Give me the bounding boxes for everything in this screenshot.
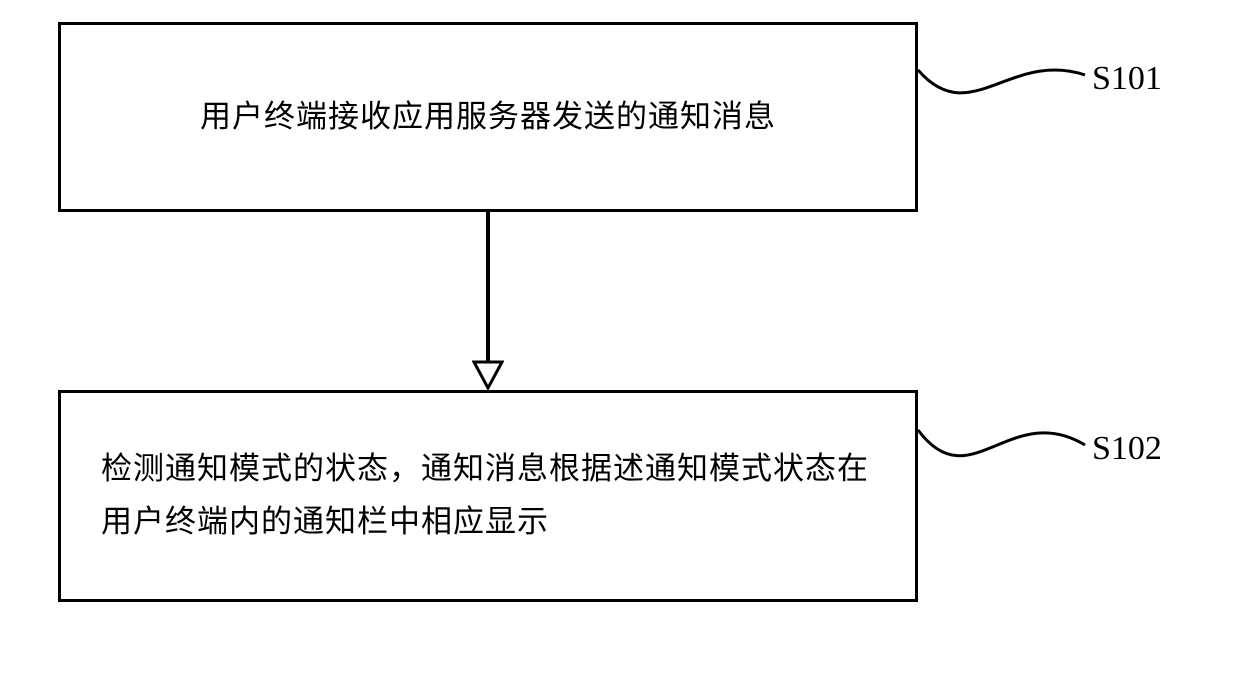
arrow-shaft [486, 212, 490, 362]
arrow-head-icon [472, 360, 504, 390]
connector-s102 [0, 0, 1240, 698]
